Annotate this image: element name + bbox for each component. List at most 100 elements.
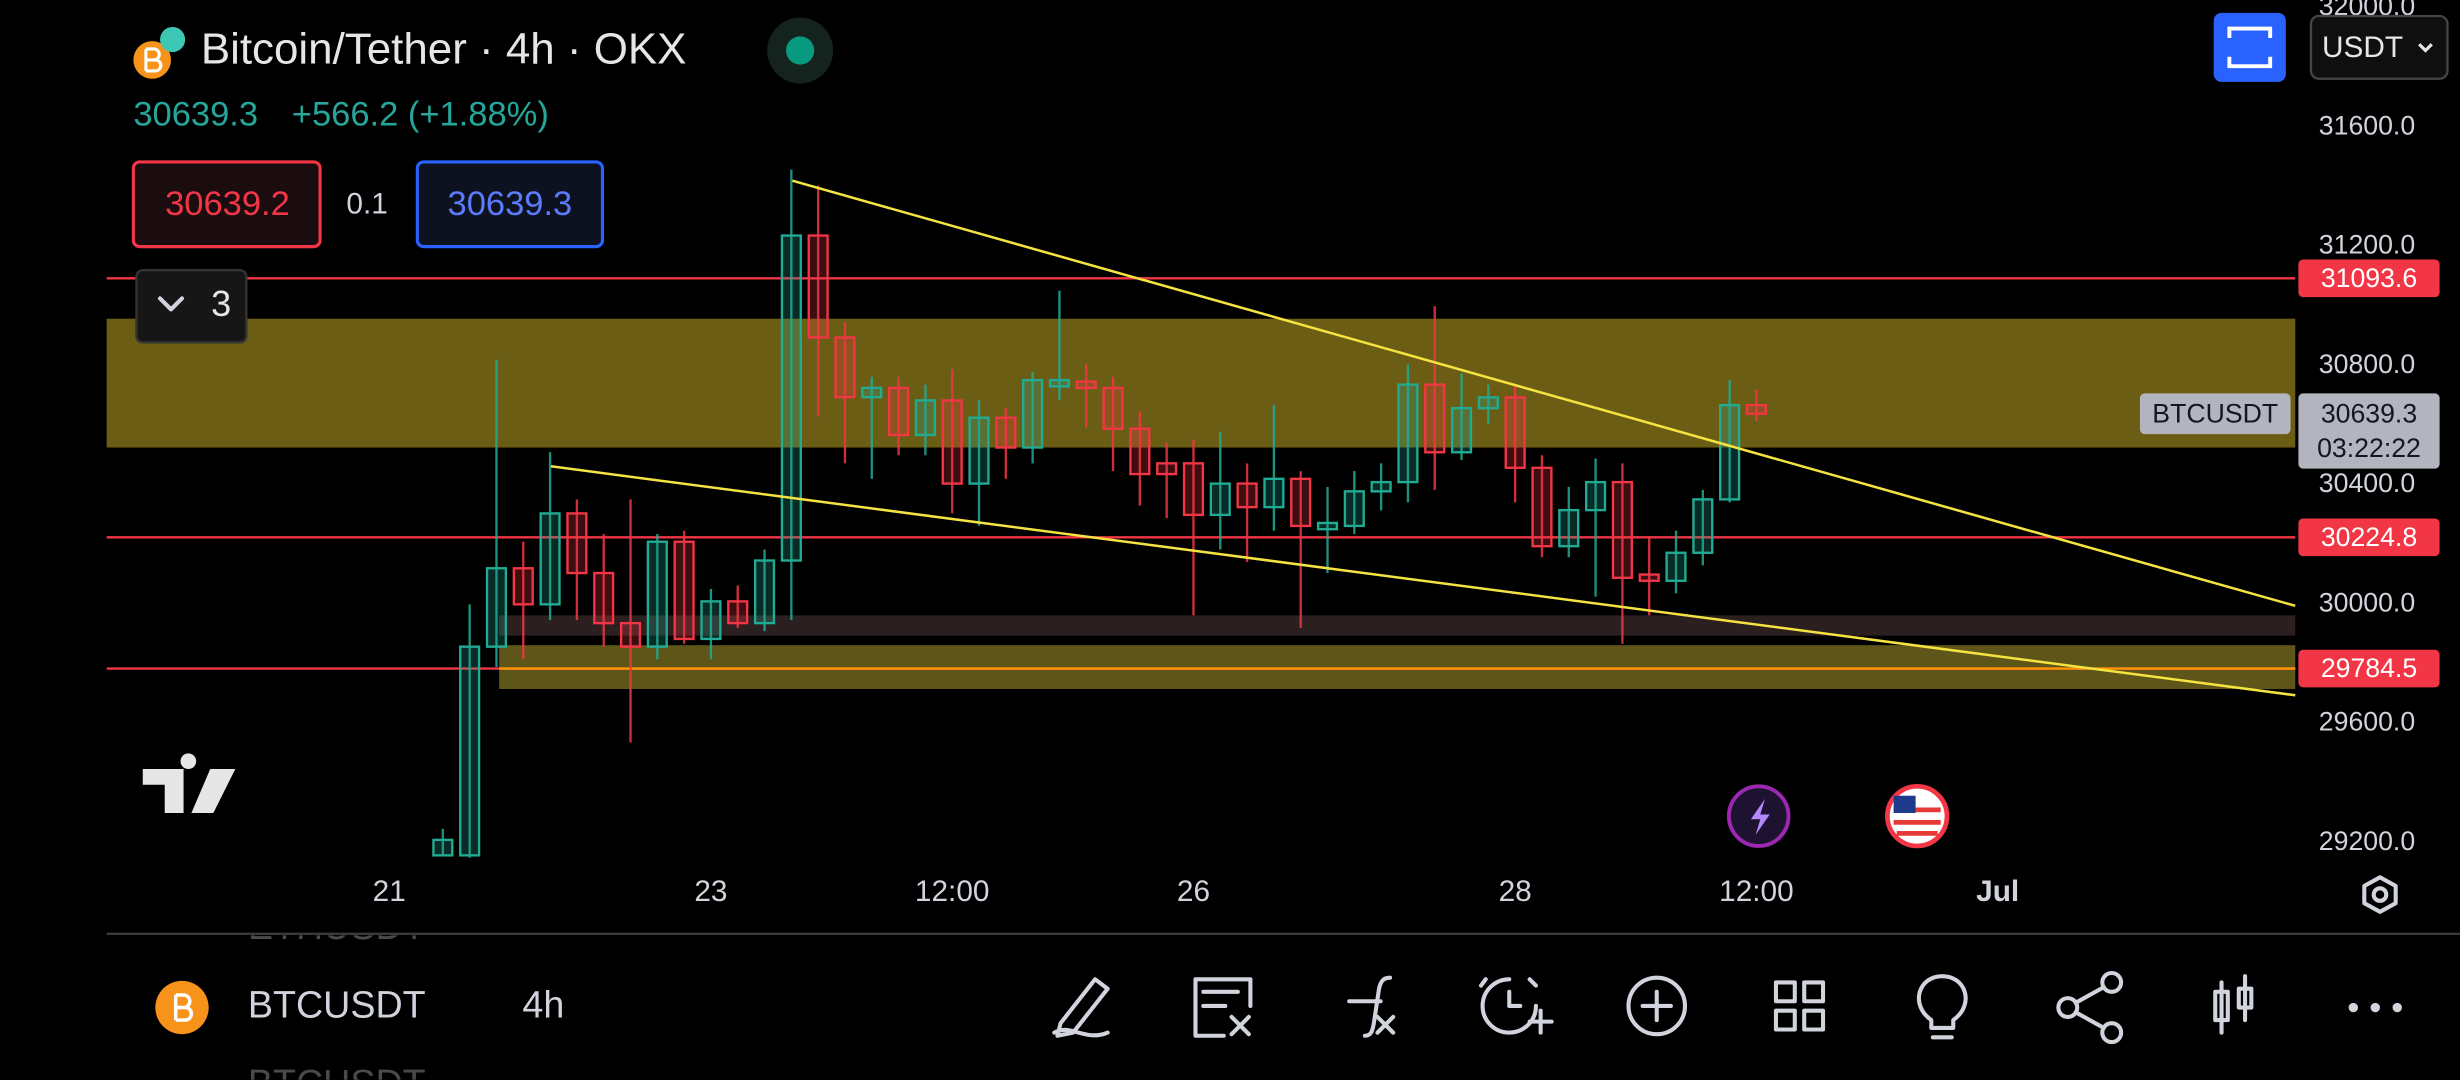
sell-button[interactable] (131, 160, 322, 249)
chart-type-button[interactable] (2213, 974, 2254, 1035)
fullscreen-button[interactable] (2213, 12, 2286, 82)
y-tick-label: 29600.0 (2319, 707, 2415, 737)
candle-body (1182, 462, 1205, 517)
candle-body (727, 600, 749, 625)
ask-price: 30639.3 (448, 185, 573, 223)
x-tick-label: 12:00 (915, 875, 990, 908)
candle-body (1531, 466, 1553, 548)
price-zone (499, 615, 2296, 636)
share-dot (2100, 1021, 2124, 1045)
candle-body (1370, 480, 1392, 493)
candle-body (1022, 378, 1044, 449)
trend-line (792, 179, 2296, 608)
price-line-label: 29784.5 (2321, 653, 2417, 683)
currency: USDT (2322, 31, 2403, 64)
y-tick-label: 31600.0 (2319, 110, 2415, 140)
footer-interval[interactable]: 4h (522, 983, 564, 1025)
candle-body (941, 399, 963, 485)
chevron-icon (157, 296, 185, 312)
candle-body (485, 567, 508, 648)
candle-body (1156, 462, 1178, 476)
bid-price: 30639.2 (165, 185, 290, 223)
toolbar (1052, 970, 2402, 1045)
y-tick-label: 30400.0 (2319, 468, 2415, 498)
candle-body (512, 567, 534, 606)
add-plus (1640, 989, 1673, 1023)
candle-body (1611, 480, 1633, 579)
layouts-button[interactable] (1773, 980, 1826, 1032)
coin-glyph (144, 47, 163, 73)
more-dot (2370, 1002, 2380, 1013)
price-line-label: 30224.8 (2321, 522, 2417, 552)
remove-drawings[interactable] (1193, 977, 1253, 1038)
indicators-button[interactable] (1347, 975, 1396, 1038)
candle-body (459, 645, 481, 857)
settings-icon[interactable] (2362, 875, 2398, 914)
price-line-label: 31093.6 (2321, 263, 2417, 293)
candle-body (646, 540, 668, 648)
market-status-dot (786, 36, 815, 65)
candle-body (1504, 396, 1526, 469)
trend-line (550, 465, 2296, 697)
tv-logo (142, 753, 236, 813)
prev-symbol: ETHUSDT (248, 905, 426, 947)
candle-body (1290, 477, 1312, 528)
candle-body (1477, 396, 1499, 410)
indicators-toggle[interactable] (135, 268, 248, 344)
alert-button[interactable] (1478, 977, 1554, 1035)
exchange-badge (160, 26, 186, 53)
price-zone (106, 318, 2296, 448)
candle-body (1638, 573, 1660, 582)
candle-body (968, 416, 990, 485)
candle-body (887, 386, 910, 437)
last-price-box (2298, 393, 2440, 469)
share-dot (2056, 996, 2080, 1019)
candle-body (1719, 404, 1741, 501)
settings-dot (2371, 886, 2389, 903)
price-zone (499, 645, 2296, 690)
currency-select[interactable] (2309, 14, 2449, 80)
candle-body (566, 512, 588, 575)
candle-body (1584, 480, 1607, 512)
y-tick-label: 31200.0 (2319, 230, 2415, 260)
lightning (1750, 798, 1770, 835)
candle-body (834, 336, 856, 399)
buy-button[interactable] (415, 160, 605, 249)
spread: 0.1 (346, 188, 387, 221)
candle-body (1236, 482, 1258, 509)
add-button[interactable] (1626, 975, 1688, 1037)
share-button[interactable] (2073, 985, 2106, 1030)
x-tick-label: 21 (373, 875, 406, 908)
x-tick-label: 26 (1177, 875, 1210, 908)
more-button[interactable] (2392, 1002, 2402, 1013)
candle-body (1075, 380, 1097, 390)
symbol-label: BTCUSDT (2152, 398, 2278, 428)
plot: 29200.0 29600.0 30000.0 30400.0 30800.0 31200… (106, 0, 2440, 908)
candle-body (1316, 521, 1339, 531)
candle-body (700, 600, 722, 641)
candle-body (1263, 477, 1285, 509)
last-price: 30639.3 (133, 96, 258, 134)
last-price-label: 30639.3 (2321, 398, 2417, 428)
candle-body (593, 571, 615, 625)
ideas-button[interactable] (1917, 974, 1968, 1040)
y-tick-label: 29200.0 (2319, 826, 2415, 856)
candle-body (1450, 406, 1473, 454)
candle-body (432, 838, 454, 857)
economic-event[interactable] (1885, 783, 1950, 849)
candle-body (914, 399, 936, 437)
candle-body (1424, 383, 1446, 454)
symbol-label-box (2139, 393, 2291, 435)
indicator-count: 3 (211, 283, 231, 324)
candle-body (1129, 427, 1151, 476)
footer-symbol[interactable]: BTCUSDT (248, 983, 426, 1025)
fullscreen-icon (2227, 26, 2273, 69)
candle-body (1558, 508, 1580, 548)
price-line-label-box (2298, 518, 2440, 557)
x-tick-label: 28 (1499, 875, 1532, 908)
draw-tool[interactable] (1052, 977, 1110, 1038)
candle-body (1343, 490, 1365, 528)
